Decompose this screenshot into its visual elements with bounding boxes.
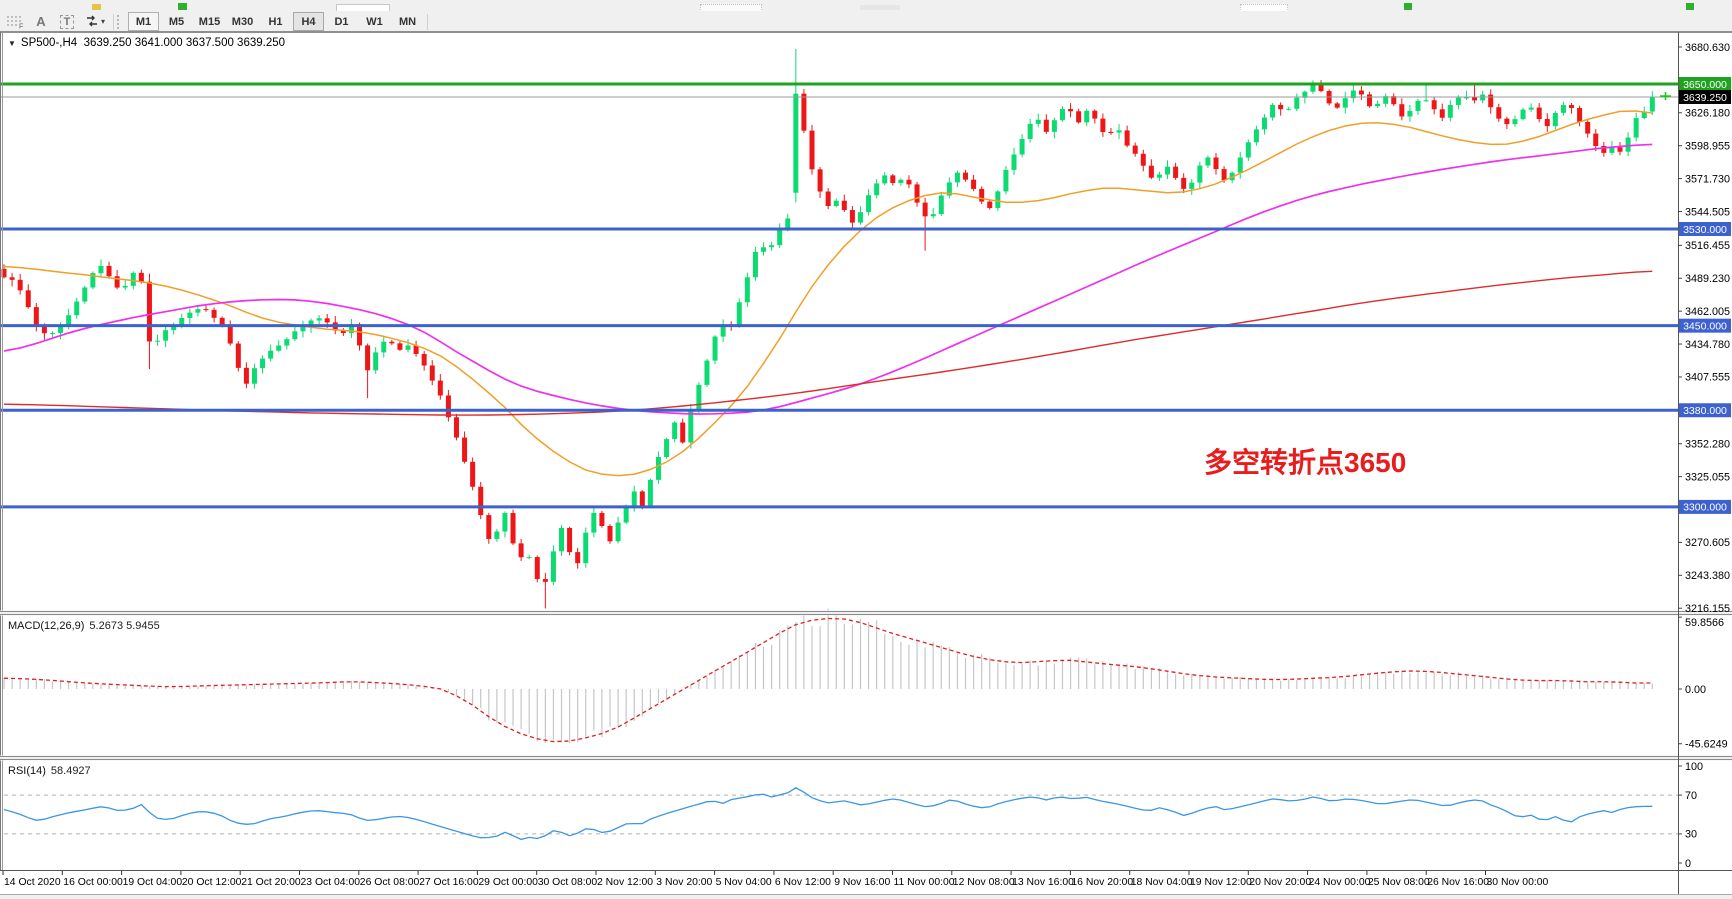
svg-text:3598.955: 3598.955 bbox=[1685, 140, 1730, 152]
toolbar-separator bbox=[427, 13, 428, 30]
svg-text:3270.605: 3270.605 bbox=[1685, 537, 1730, 549]
toolbar-fragment bbox=[1686, 3, 1694, 10]
time-axis[interactable] bbox=[0, 870, 1678, 894]
macd-values: 5.2673 5.9455 bbox=[89, 620, 160, 632]
timeframe-button-w1[interactable]: W1 bbox=[366, 15, 383, 28]
grid-properties-icon[interactable]: F bbox=[2, 13, 28, 31]
timeframe-button-m30[interactable]: M30 bbox=[231, 15, 254, 28]
svg-text:9 Nov 16:00: 9 Nov 16:00 bbox=[834, 877, 890, 888]
svg-text:16 Nov 20:00: 16 Nov 20:00 bbox=[1071, 877, 1133, 888]
svg-text:2 Nov 12:00: 2 Nov 12:00 bbox=[597, 877, 653, 888]
svg-text:70: 70 bbox=[1685, 790, 1697, 802]
svg-text:6 Nov 12:00: 6 Nov 12:00 bbox=[775, 877, 831, 888]
svg-text:0: 0 bbox=[1685, 858, 1691, 870]
timeframe-button-h4[interactable]: H4 bbox=[293, 12, 324, 31]
svg-text:24 Nov 00:00: 24 Nov 00:00 bbox=[1309, 877, 1371, 888]
text-box-tool-icon[interactable]: T bbox=[54, 13, 80, 31]
svg-text:3243.380: 3243.380 bbox=[1685, 570, 1730, 582]
svg-text:13 Nov 16:00: 13 Nov 16:00 bbox=[1012, 877, 1074, 888]
timeframe-button-group: M1 M5 M15 M30 H1 H4 D1 W1 MN bbox=[127, 12, 424, 31]
svg-text:0.00: 0.00 bbox=[1685, 684, 1706, 696]
svg-text:3407.555: 3407.555 bbox=[1685, 372, 1730, 384]
svg-text:3325.055: 3325.055 bbox=[1685, 471, 1730, 483]
svg-text:26 Oct 08:00: 26 Oct 08:00 bbox=[360, 877, 420, 888]
macd-name: MACD(12,26,9) bbox=[8, 620, 85, 632]
svg-text:12 Nov 08:00: 12 Nov 08:00 bbox=[953, 877, 1015, 888]
svg-text:F: F bbox=[19, 23, 23, 29]
svg-text:3544.505: 3544.505 bbox=[1685, 206, 1730, 218]
svg-text:29 Oct 00:00: 29 Oct 00:00 bbox=[478, 877, 538, 888]
arrows-tool-icon[interactable]: ▾ bbox=[80, 13, 110, 31]
svg-text:3462.005: 3462.005 bbox=[1685, 306, 1730, 318]
svg-text:30 Oct 08:00: 30 Oct 08:00 bbox=[538, 877, 598, 888]
chart-toolbar: F A T ▾ M1 M5 M15 M30 H1 H4 D1 W1 MN bbox=[0, 11, 1732, 32]
svg-text:3352.280: 3352.280 bbox=[1685, 439, 1730, 451]
toolbar-separator bbox=[113, 13, 114, 30]
rsi-name: RSI(14) bbox=[8, 765, 46, 777]
chart-title: ▼ SP500-,H4 3639.250 3641.000 3637.500 36… bbox=[8, 37, 285, 49]
ohlc-values: 3639.250 3641.000 3637.500 3639.250 bbox=[83, 37, 286, 49]
toolbar-grip[interactable] bbox=[117, 14, 124, 29]
svg-text:3530.000: 3530.000 bbox=[1683, 224, 1727, 236]
svg-text:30 Nov 00:00: 30 Nov 00:00 bbox=[1487, 877, 1549, 888]
timeframe-button-m1[interactable]: M1 bbox=[128, 12, 159, 31]
timeframe-button-mn[interactable]: MN bbox=[398, 15, 417, 28]
macd-indicator-label: MACD(12,26,9) 5.2673 5.9455 bbox=[8, 620, 160, 632]
chart-window[interactable]: 3680.630 3626.180 3598.955 3571.730 3544.505… bbox=[0, 31, 1732, 899]
svg-text:3489.230: 3489.230 bbox=[1685, 273, 1730, 285]
svg-text:20 Nov 20:00: 20 Nov 20:00 bbox=[1249, 877, 1311, 888]
text-box-glyph: T bbox=[59, 14, 75, 29]
svg-text:3650.000: 3650.000 bbox=[1683, 79, 1727, 91]
svg-text:30: 30 bbox=[1685, 829, 1697, 841]
dotted-grid-icon: F bbox=[7, 15, 23, 29]
chart-text-annotation: 多空转折点3650 bbox=[1204, 447, 1407, 478]
svg-text:26 Nov 16:00: 26 Nov 16:00 bbox=[1427, 877, 1489, 888]
svg-text:3380.000: 3380.000 bbox=[1683, 405, 1727, 417]
svg-text:100: 100 bbox=[1685, 761, 1703, 773]
svg-text:3571.730: 3571.730 bbox=[1685, 173, 1730, 185]
svg-text:20 Oct 12:00: 20 Oct 12:00 bbox=[182, 877, 242, 888]
rsi-indicator-label: RSI(14) 58.4927 bbox=[8, 765, 91, 777]
symbol-period-label: SP500-,H4 bbox=[20, 37, 78, 49]
svg-text:-45.6249: -45.6249 bbox=[1685, 739, 1728, 751]
svg-text:3639.250: 3639.250 bbox=[1683, 92, 1727, 104]
toolbar-fragment bbox=[178, 3, 187, 10]
toolbar-fragment bbox=[860, 5, 900, 10]
svg-text:5 Nov 04:00: 5 Nov 04:00 bbox=[716, 877, 772, 888]
svg-text:3450.000: 3450.000 bbox=[1683, 320, 1727, 332]
svg-text:21 Oct 20:00: 21 Oct 20:00 bbox=[241, 877, 301, 888]
timeframe-button-m5[interactable]: M5 bbox=[168, 15, 185, 28]
price-axis[interactable] bbox=[1679, 32, 1732, 894]
svg-text:3516.455: 3516.455 bbox=[1685, 240, 1730, 252]
text-label-tool-icon[interactable]: A bbox=[36, 14, 46, 29]
svg-text:3 Nov 20:00: 3 Nov 20:00 bbox=[656, 877, 712, 888]
collapse-triangle-icon[interactable]: ▼ bbox=[8, 39, 16, 48]
timeframe-button-d1[interactable]: D1 bbox=[334, 15, 349, 28]
timeframe-button-h1[interactable]: H1 bbox=[268, 15, 283, 28]
svg-text:11 Nov 00:00: 11 Nov 00:00 bbox=[894, 877, 955, 888]
svg-text:19 Oct 04:00: 19 Oct 04:00 bbox=[123, 877, 183, 888]
svg-text:59.8566: 59.8566 bbox=[1685, 617, 1724, 629]
toolbar-fragment bbox=[92, 4, 101, 10]
svg-text:23 Oct 04:00: 23 Oct 04:00 bbox=[301, 877, 361, 888]
chart-canvas[interactable]: 3680.630 3626.180 3598.955 3571.730 3544.505… bbox=[0, 32, 1732, 899]
svg-text:3300.000: 3300.000 bbox=[1683, 502, 1727, 514]
svg-text:25 Nov 08:00: 25 Nov 08:00 bbox=[1368, 877, 1430, 888]
svg-text:18 Nov 04:00: 18 Nov 04:00 bbox=[1131, 877, 1193, 888]
timeframe-button-m15[interactable]: M15 bbox=[198, 15, 221, 28]
svg-text:14 Oct 2020: 14 Oct 2020 bbox=[4, 877, 61, 888]
svg-text:27 Oct 16:00: 27 Oct 16:00 bbox=[419, 877, 479, 888]
svg-text:16 Oct 00:00: 16 Oct 00:00 bbox=[63, 877, 123, 888]
svg-text:3434.780: 3434.780 bbox=[1685, 339, 1730, 351]
svg-text:3216.155: 3216.155 bbox=[1685, 603, 1730, 615]
svg-text:3626.180: 3626.180 bbox=[1685, 108, 1730, 120]
svg-text:3680.630: 3680.630 bbox=[1685, 42, 1730, 54]
rsi-value: 58.4927 bbox=[50, 765, 91, 777]
toolbar-fragment bbox=[1404, 3, 1412, 10]
svg-text:19 Nov 12:00: 19 Nov 12:00 bbox=[1190, 877, 1252, 888]
dropdown-caret-icon[interactable]: ▾ bbox=[100, 17, 105, 26]
double-arrow-icon bbox=[86, 15, 97, 27]
